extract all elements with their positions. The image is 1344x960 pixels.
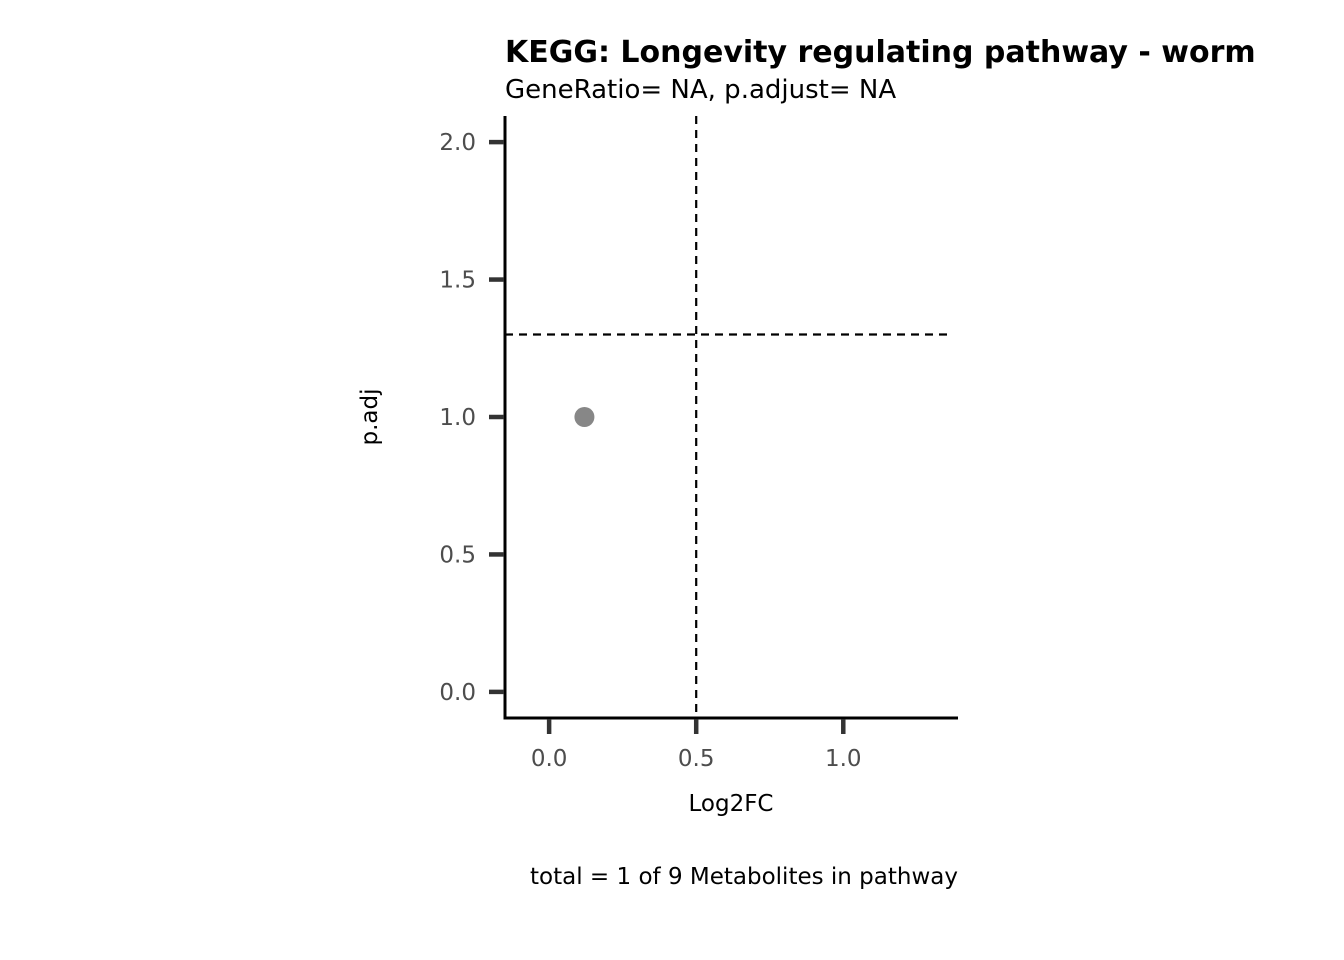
x-axis-title: Log2FC: [688, 791, 773, 817]
chart-title: KEGG: Longevity regulating pathway - wor…: [505, 35, 1256, 70]
y-tick-label: 0.0: [439, 680, 476, 706]
y-tick-label: 2.0: [439, 130, 476, 156]
x-tick-label: 1.0: [825, 746, 862, 772]
plot-area: 0.0 0.5 1.0 1.5 2.0 0.0 0.5 1.0: [439, 116, 958, 772]
y-axis-title: p.adj: [357, 389, 383, 446]
y-tick-label: 1.0: [439, 405, 476, 431]
x-tick-label: 0.0: [531, 746, 568, 772]
data-point: [574, 407, 595, 427]
y-tick-label: 1.5: [439, 268, 476, 294]
x-tick-label: 0.5: [678, 746, 715, 772]
chart-caption: total = 1 of 9 Metabolites in pathway: [530, 864, 958, 890]
chart-subtitle: GeneRatio= NA, p.adjust= NA: [505, 75, 896, 105]
y-tick-label: 0.5: [439, 542, 476, 568]
